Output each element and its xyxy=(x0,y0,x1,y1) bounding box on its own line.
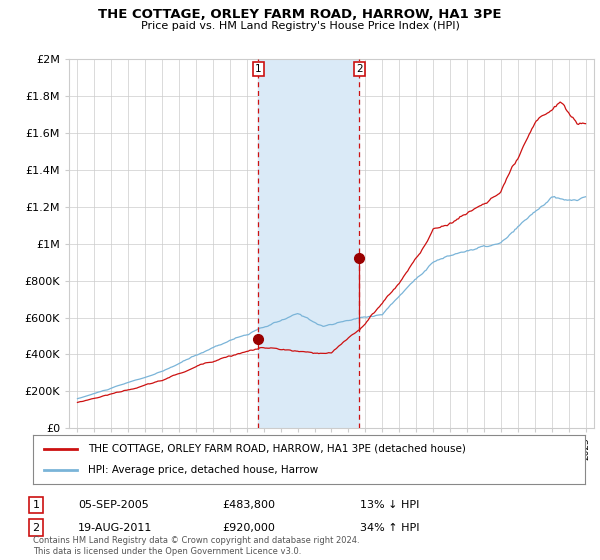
Text: 2: 2 xyxy=(32,522,40,533)
Text: 1: 1 xyxy=(32,500,40,510)
Text: 2: 2 xyxy=(356,64,362,74)
Text: £920,000: £920,000 xyxy=(222,522,275,533)
Text: HPI: Average price, detached house, Harrow: HPI: Average price, detached house, Harr… xyxy=(88,465,319,475)
Text: 19-AUG-2011: 19-AUG-2011 xyxy=(78,522,152,533)
Text: THE COTTAGE, ORLEY FARM ROAD, HARROW, HA1 3PE: THE COTTAGE, ORLEY FARM ROAD, HARROW, HA… xyxy=(98,8,502,21)
Text: Price paid vs. HM Land Registry's House Price Index (HPI): Price paid vs. HM Land Registry's House … xyxy=(140,21,460,31)
Text: THE COTTAGE, ORLEY FARM ROAD, HARROW, HA1 3PE (detached house): THE COTTAGE, ORLEY FARM ROAD, HARROW, HA… xyxy=(88,444,466,454)
Text: 13% ↓ HPI: 13% ↓ HPI xyxy=(360,500,419,510)
Text: 05-SEP-2005: 05-SEP-2005 xyxy=(78,500,149,510)
Text: £483,800: £483,800 xyxy=(222,500,275,510)
Bar xyxy=(258,59,359,428)
Text: 1: 1 xyxy=(255,64,262,74)
Text: 34% ↑ HPI: 34% ↑ HPI xyxy=(360,522,419,533)
Text: Contains HM Land Registry data © Crown copyright and database right 2024.
This d: Contains HM Land Registry data © Crown c… xyxy=(33,536,359,556)
